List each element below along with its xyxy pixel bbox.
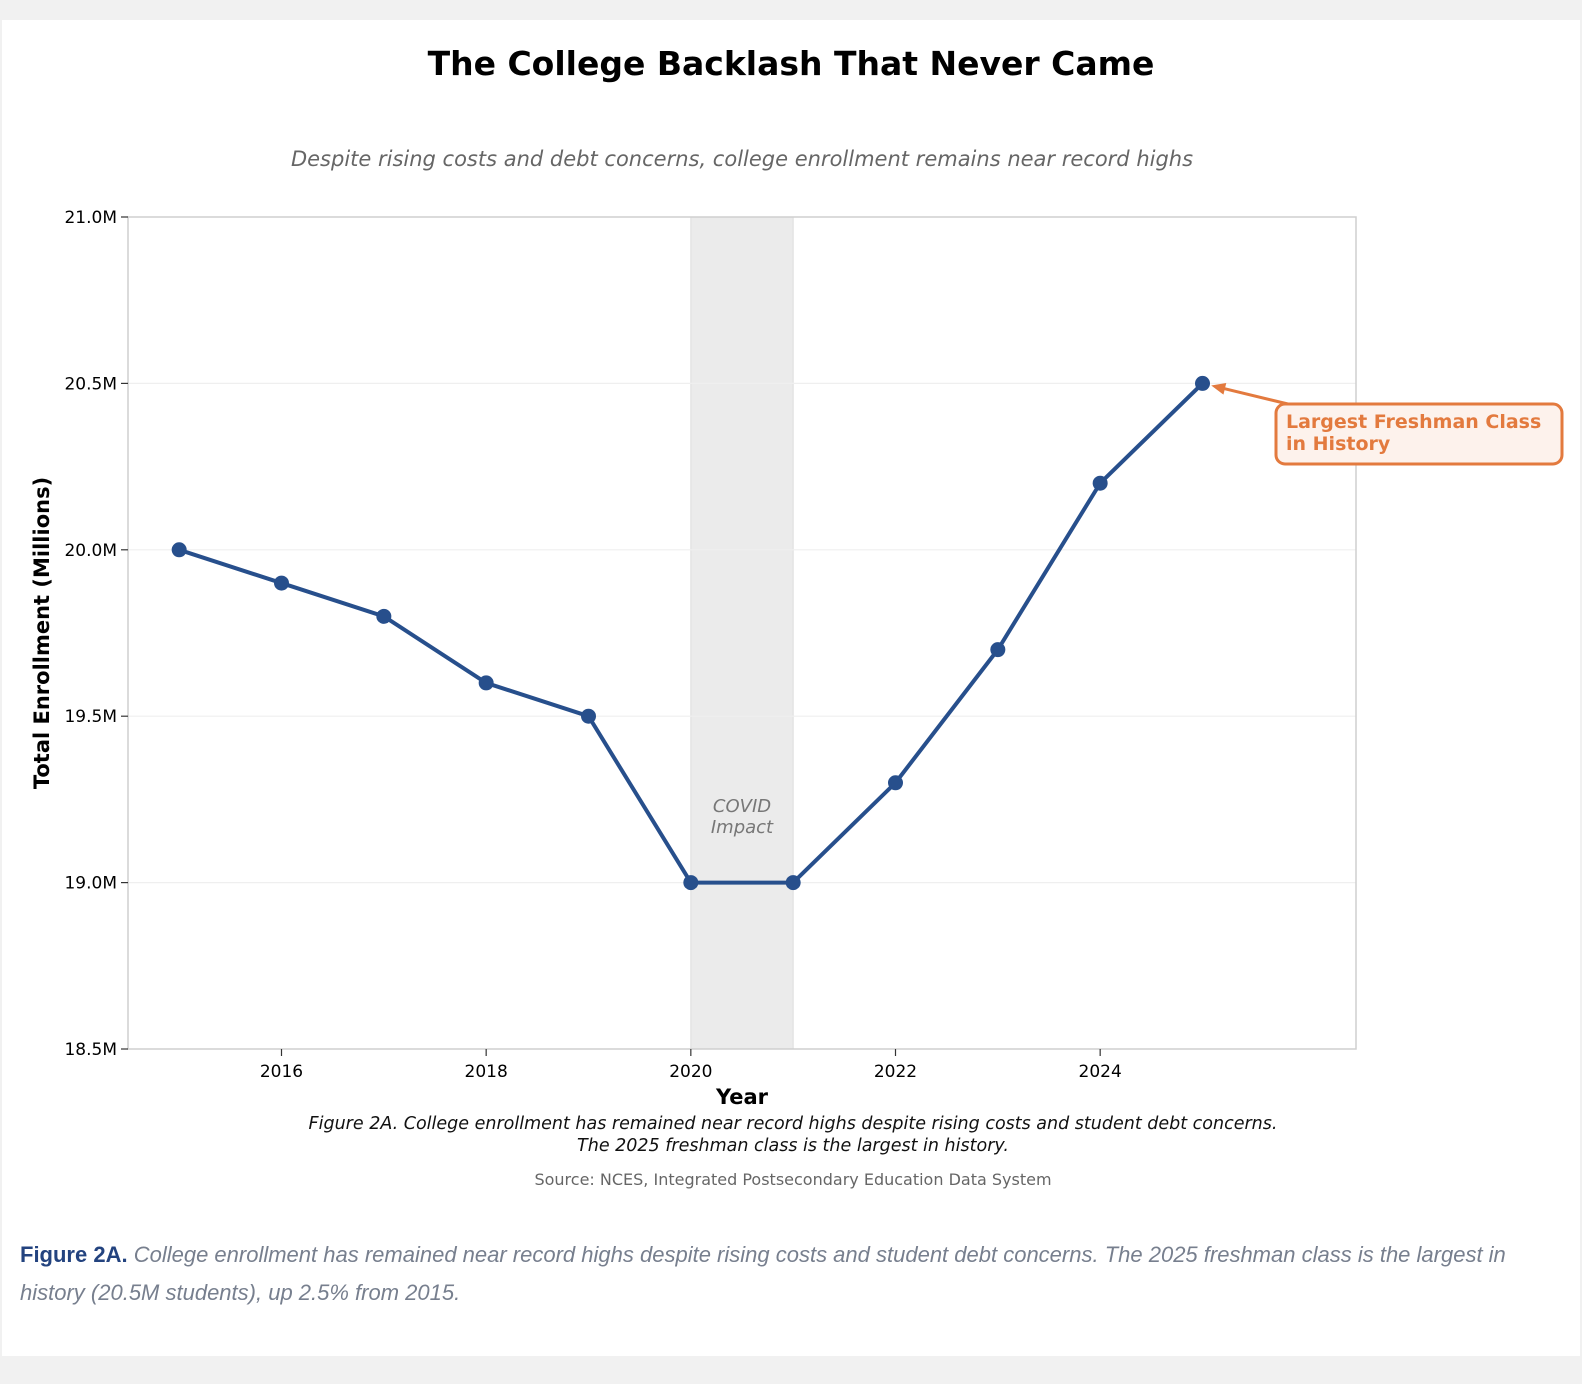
data-point-2016 — [274, 575, 289, 591]
x-axis: 2016 2018 2020 2022 2024 — [260, 1049, 1122, 1082]
data-point-2022 — [888, 775, 903, 791]
data-points — [171, 375, 1210, 891]
annotation-arrow — [1220, 386, 1289, 406]
enrollment-line-chart: The College Backlash That Never Came Des… — [30, 44, 1564, 1189]
x-axis-label: Year — [715, 1085, 769, 1109]
y-tick-label: 19.0M — [64, 874, 117, 894]
plot-frame — [127, 216, 1357, 1050]
figure-note-line1: Figure 2A. College enrollment has remain… — [309, 1114, 1278, 1134]
y-tick-label: 18.5M — [64, 1040, 117, 1060]
chart-title: The College Backlash That Never Came — [428, 44, 1155, 83]
covid-shaded-region — [690, 216, 794, 1050]
figure-note-line2: The 2025 freshman class is the largest i… — [577, 1136, 1009, 1156]
x-tick-label: 2022 — [874, 1062, 917, 1082]
covid-label-line2: Impact — [711, 817, 774, 838]
data-point-2024 — [1092, 475, 1108, 491]
data-point-2019 — [581, 708, 596, 724]
grid-lines — [128, 382, 1356, 884]
covid-label-line1: COVID — [713, 796, 771, 817]
figure-caption: Figure 2A. College enrollment has remain… — [20, 1236, 1550, 1312]
caption-label: Figure 2A. — [20, 1242, 128, 1267]
annotation-text-line1: Largest Freshman Class — [1286, 411, 1541, 433]
data-point-2023 — [990, 642, 1006, 658]
x-tick-label: 2016 — [260, 1062, 303, 1082]
data-point-2021 — [785, 875, 801, 891]
data-point-2017 — [376, 608, 392, 624]
y-axis: 18.5M 19.0M 19.5M 20.0M 20.5M 21.0M — [64, 208, 128, 1060]
y-tick-label: 19.5M — [64, 707, 117, 727]
annotation-text-line2: in History — [1286, 433, 1391, 455]
y-axis-label: Total Enrollment (Millions) — [30, 477, 54, 789]
annotation-box — [1274, 402, 1564, 466]
data-point-2015 — [171, 542, 187, 558]
data-point-2020 — [683, 875, 699, 891]
chart-subtitle: Despite rising costs and debt concerns, … — [291, 147, 1193, 171]
annotation-arrowhead — [1211, 382, 1227, 395]
data-point-2018 — [478, 675, 494, 691]
x-tick-label: 2024 — [1079, 1062, 1122, 1082]
source-note: Source: NCES, Integrated Postsecondary E… — [534, 1170, 1051, 1189]
record-annotation: Largest Freshman Class in History — [1211, 382, 1564, 466]
y-tick-label: 20.5M — [64, 374, 117, 394]
data-point-2025 — [1195, 375, 1210, 391]
x-tick-label: 2018 — [465, 1062, 508, 1082]
y-tick-label: 21.0M — [64, 208, 117, 228]
caption-text: College enrollment has remained near rec… — [20, 1242, 1506, 1305]
y-tick-label: 20.0M — [64, 541, 117, 561]
x-tick-label: 2020 — [669, 1062, 712, 1082]
